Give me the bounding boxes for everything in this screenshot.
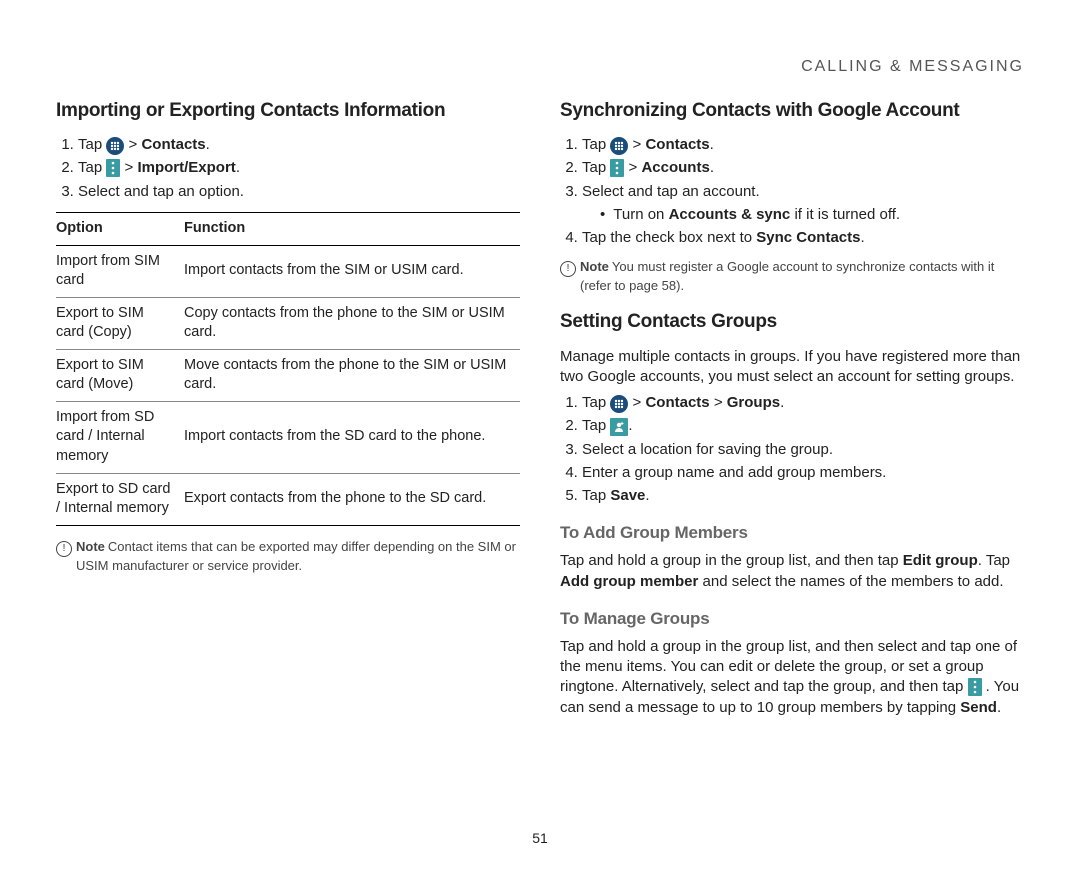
add-members-text: Tap and hold a group in the group list, … <box>560 551 1024 592</box>
note-left: !NoteContact items that can be exported … <box>56 538 520 575</box>
groups-title: Setting Contacts Groups <box>560 309 1024 335</box>
step-3: Select a location for saving the group. <box>582 440 1024 460</box>
add-members-title: To Add Group Members <box>560 522 1024 545</box>
step-2: Tap > Accounts. <box>582 158 1024 178</box>
step-1: Tap > Contacts. <box>78 135 520 155</box>
note-sync: !NoteYou must register a Google account … <box>560 258 1024 295</box>
table-row: Export to SD card / Internal memoryExpor… <box>56 473 520 525</box>
table-row: Export to SIM card (Copy)Copy contacts f… <box>56 297 520 349</box>
step-1: Tap > Contacts > Groups. <box>582 393 1024 413</box>
section-header: CALLING & MESSAGING <box>56 56 1024 78</box>
import-export-title: Importing or Exporting Contacts Informat… <box>56 98 520 124</box>
overflow-icon <box>106 159 120 177</box>
substep: Turn on Accounts & sync if it is turned … <box>600 205 1024 225</box>
apps-icon <box>106 137 124 155</box>
table-row: Import from SIM cardImport contacts from… <box>56 245 520 297</box>
note-icon: ! <box>56 541 72 557</box>
left-column: Importing or Exporting Contacts Informat… <box>56 88 520 724</box>
col-function: Function <box>184 212 520 245</box>
step-3: Select and tap an account. Turn on Accou… <box>582 182 1024 226</box>
apps-icon <box>610 137 628 155</box>
page-number: 51 <box>0 829 1080 848</box>
options-table: Option Function Import from SIM cardImpo… <box>56 212 520 526</box>
groups-steps: Tap > Contacts > Groups. Tap . Select a … <box>560 393 1024 506</box>
note-icon: ! <box>560 261 576 277</box>
sync-title: Synchronizing Contacts with Google Accou… <box>560 98 1024 124</box>
table-row: Import from SD card / Internal memoryImp… <box>56 401 520 473</box>
manage-groups-text: Tap and hold a group in the group list, … <box>560 637 1024 718</box>
table-row: Export to SIM card (Move)Move contacts f… <box>56 349 520 401</box>
right-column: Synchronizing Contacts with Google Accou… <box>560 88 1024 724</box>
import-export-steps: Tap > Contacts. Tap > Import/Export. Sel… <box>56 135 520 202</box>
step-1: Tap > Contacts. <box>582 135 1024 155</box>
step-4: Enter a group name and add group members… <box>582 463 1024 483</box>
step-2: Tap . <box>582 416 1024 436</box>
overflow-icon <box>610 159 624 177</box>
step-2: Tap > Import/Export. <box>78 158 520 178</box>
overflow-icon <box>968 678 982 696</box>
sync-steps: Tap > Contacts. Tap > Accounts. Select a… <box>560 135 1024 248</box>
manual-page: CALLING & MESSAGING Importing or Exporti… <box>0 0 1080 870</box>
step-5: Tap Save. <box>582 486 1024 506</box>
step-3: Select and tap an option. <box>78 182 520 202</box>
table-header-row: Option Function <box>56 212 520 245</box>
col-option: Option <box>56 212 184 245</box>
add-person-icon <box>610 418 628 436</box>
groups-intro: Manage multiple contacts in groups. If y… <box>560 347 1024 388</box>
manage-groups-title: To Manage Groups <box>560 608 1024 631</box>
step-4: Tap the check box next to Sync Contacts. <box>582 228 1024 248</box>
substep-list: Turn on Accounts & sync if it is turned … <box>582 205 1024 225</box>
apps-icon <box>610 395 628 413</box>
two-column-layout: Importing or Exporting Contacts Informat… <box>56 88 1024 724</box>
